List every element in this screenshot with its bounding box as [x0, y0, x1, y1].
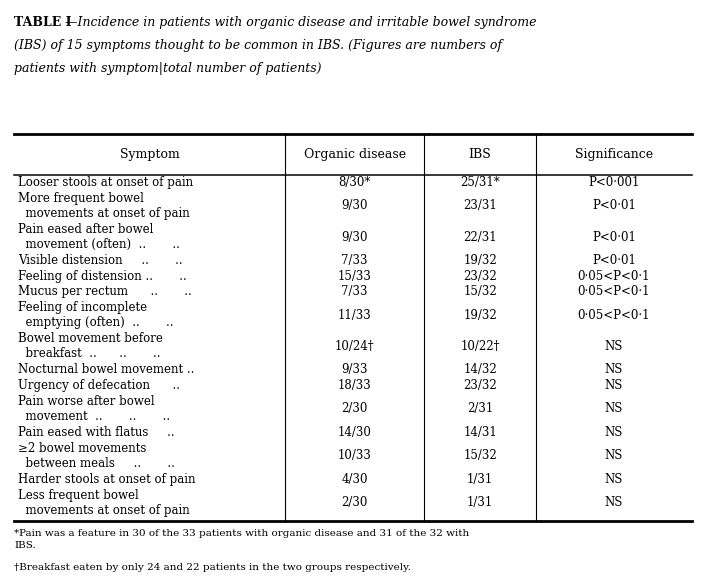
- Text: 23/31: 23/31: [463, 199, 497, 213]
- Text: 0·05<P<0·1: 0·05<P<0·1: [578, 309, 650, 322]
- Text: 10/22†: 10/22†: [460, 340, 500, 353]
- Text: NS: NS: [605, 363, 623, 376]
- Text: Less frequent bowel
  movements at onset of pain: Less frequent bowel movements at onset o…: [18, 489, 190, 517]
- Text: 9/30: 9/30: [342, 230, 368, 244]
- Text: NS: NS: [605, 340, 623, 353]
- Text: P<0·01: P<0·01: [592, 199, 636, 213]
- Text: NS: NS: [605, 403, 623, 415]
- Text: Organic disease: Organic disease: [304, 147, 406, 161]
- Text: 22/31: 22/31: [463, 230, 497, 244]
- Text: NS: NS: [605, 379, 623, 392]
- Text: Visible distension     ..       ..: Visible distension .. ..: [18, 254, 183, 267]
- Text: Harder stools at onset of pain: Harder stools at onset of pain: [18, 473, 196, 486]
- Text: ≥2 bowel movements
  between meals     ..       ..: ≥2 bowel movements between meals .. ..: [18, 442, 175, 470]
- Text: patients with symptom|total number of patients): patients with symptom|total number of pa…: [14, 62, 322, 75]
- Text: P<0·01: P<0·01: [592, 230, 636, 244]
- Text: 4/30: 4/30: [342, 473, 368, 486]
- Text: P<0·01: P<0·01: [592, 254, 636, 267]
- Text: 15/32: 15/32: [463, 449, 497, 463]
- Text: 10/33: 10/33: [337, 449, 371, 463]
- Text: NS: NS: [605, 473, 623, 486]
- Text: †Breakfast eaten by only 24 and 22 patients in the two groups respectively.: †Breakfast eaten by only 24 and 22 patie…: [14, 563, 411, 573]
- Text: 0·05<P<0·1: 0·05<P<0·1: [578, 270, 650, 283]
- Text: NS: NS: [605, 449, 623, 463]
- Text: Feeling of incomplete
  emptying (often)  ..       ..: Feeling of incomplete emptying (often) .…: [18, 301, 174, 329]
- Text: Bowel movement before
  breakfast  ..      ..       ..: Bowel movement before breakfast .. .. ..: [18, 332, 163, 361]
- Text: Urgency of defecation      ..: Urgency of defecation ..: [18, 379, 180, 392]
- Text: *Pain was a feature in 30 of the 33 patients with organic disease and 31 of the : *Pain was a feature in 30 of the 33 pati…: [14, 529, 469, 550]
- Text: NS: NS: [605, 426, 623, 439]
- Text: 7/33: 7/33: [342, 285, 368, 298]
- Text: 14/31: 14/31: [463, 426, 497, 439]
- Text: (IBS) of 15 symptoms thought to be common in IBS. (Figures are numbers of: (IBS) of 15 symptoms thought to be commo…: [14, 39, 502, 52]
- Text: 18/33: 18/33: [337, 379, 371, 392]
- Text: 10/24†: 10/24†: [335, 340, 374, 353]
- Text: Mucus per rectum      ..       ..: Mucus per rectum .. ..: [18, 285, 192, 298]
- Text: 25/31*: 25/31*: [460, 176, 500, 189]
- Text: 2/30: 2/30: [342, 403, 368, 415]
- Text: More frequent bowel
  movements at onset of pain: More frequent bowel movements at onset o…: [18, 192, 190, 220]
- Text: Feeling of distension ..       ..: Feeling of distension .. ..: [18, 270, 187, 283]
- Text: 1/31: 1/31: [467, 473, 493, 486]
- Text: 8/30*: 8/30*: [338, 176, 371, 189]
- Text: Pain eased after bowel
  movement (often)  ..       ..: Pain eased after bowel movement (often) …: [18, 223, 180, 251]
- Text: 23/32: 23/32: [463, 379, 497, 392]
- Text: 1/31: 1/31: [467, 497, 493, 509]
- Text: P<0·001: P<0·001: [588, 176, 640, 189]
- Text: 23/32: 23/32: [463, 270, 497, 283]
- Text: Pain eased with flatus     ..: Pain eased with flatus ..: [18, 426, 175, 439]
- Text: NS: NS: [605, 497, 623, 509]
- Text: 9/30: 9/30: [342, 199, 368, 213]
- Text: 2/30: 2/30: [342, 497, 368, 509]
- Text: 15/32: 15/32: [463, 285, 497, 298]
- Text: Symptom: Symptom: [120, 147, 179, 161]
- Text: Pain worse after bowel
  movement  ..       ..       ..: Pain worse after bowel movement .. .. ..: [18, 395, 170, 423]
- Text: Significance: Significance: [575, 147, 653, 161]
- Text: 14/30: 14/30: [337, 426, 371, 439]
- Text: 0·05<P<0·1: 0·05<P<0·1: [578, 285, 650, 298]
- Text: 14/32: 14/32: [463, 363, 497, 376]
- Text: Looser stools at onset of pain: Looser stools at onset of pain: [18, 176, 193, 189]
- Text: IBS: IBS: [469, 147, 491, 161]
- Text: Nocturnal bowel movement ..: Nocturnal bowel movement ..: [18, 363, 195, 376]
- Text: 19/32: 19/32: [463, 254, 497, 267]
- Text: 2/31: 2/31: [467, 403, 493, 415]
- Text: 11/33: 11/33: [337, 309, 371, 322]
- Text: TABLE I: TABLE I: [14, 16, 71, 29]
- Text: 7/33: 7/33: [342, 254, 368, 267]
- Text: 19/32: 19/32: [463, 309, 497, 322]
- Text: —Incidence in patients with organic disease and irritable bowel syndrome: —Incidence in patients with organic dise…: [65, 16, 537, 29]
- Text: 9/33: 9/33: [342, 363, 368, 376]
- Text: 15/33: 15/33: [337, 270, 371, 283]
